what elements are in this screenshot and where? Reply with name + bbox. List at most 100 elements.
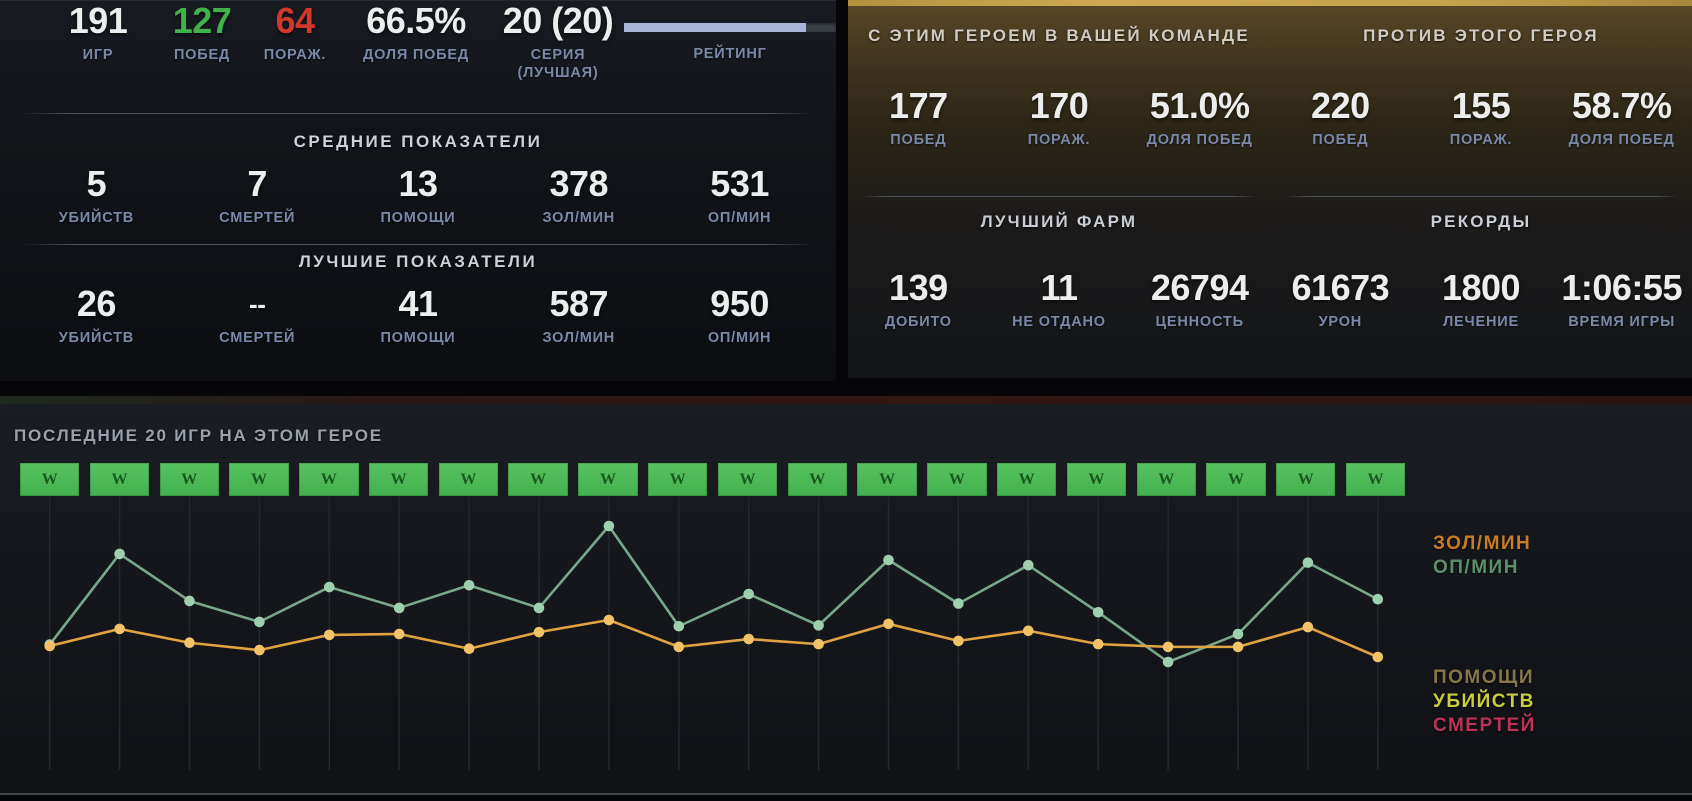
match-result-box[interactable]: W bbox=[438, 463, 499, 496]
stat-damage: 61673 УРОН bbox=[1270, 268, 1411, 331]
match-result-box[interactable]: W bbox=[20, 463, 80, 496]
chart-point-gpm[interactable] bbox=[1092, 638, 1104, 650]
match-result-box[interactable]: W bbox=[857, 463, 917, 496]
chart-point-gpm[interactable] bbox=[114, 623, 125, 635]
match-result-box[interactable]: W bbox=[368, 463, 429, 496]
match-result-box[interactable]: W bbox=[229, 463, 289, 496]
chart-point-gpm[interactable] bbox=[1372, 651, 1384, 663]
stat-games: 191 ИГР bbox=[42, 1, 154, 82]
chart-point-gpm[interactable] bbox=[1302, 621, 1314, 633]
stat-value: 378 bbox=[549, 163, 609, 204]
stat-avg-deaths: 7 СМЕРТЕЙ bbox=[177, 164, 338, 227]
chart-point-gpm[interactable] bbox=[184, 637, 195, 649]
stat-value: 531 bbox=[710, 163, 769, 204]
match-result-box[interactable]: W bbox=[89, 463, 150, 496]
chart-point-xpm[interactable] bbox=[114, 548, 125, 560]
stat-value: 26794 bbox=[1150, 267, 1249, 308]
legend-gpm: ЗОЛ/МИН bbox=[1433, 533, 1532, 554]
chart-point-xpm[interactable] bbox=[1372, 593, 1384, 605]
match-result-box[interactable]: W bbox=[508, 463, 568, 496]
legend-deaths: СМЕРТЕЙ bbox=[1433, 715, 1536, 736]
matchup-stats-row: 177 ПОБЕД 170 ПОРАЖ. 51.0% ДОЛЯ ПОБЕД 22… bbox=[848, 86, 1692, 149]
stat-label: ПОРАЖ. bbox=[1027, 132, 1091, 148]
chart-legend-secondary: ПОМОЩИ УБИЙСТВ СМЕРТЕЙ bbox=[1433, 666, 1536, 738]
stat-value: 950 bbox=[710, 283, 769, 324]
divider bbox=[22, 244, 814, 245]
stat-avg-xpm: 531 ОП/МИН bbox=[659, 164, 820, 227]
chart-point-xpm[interactable] bbox=[813, 620, 824, 631]
chart-point-xpm[interactable] bbox=[1302, 557, 1314, 568]
stat-value: 13 bbox=[398, 163, 438, 204]
stat-label: ПОРАЖ. bbox=[263, 47, 327, 63]
stat-label: НЕ ОТДАНО bbox=[1012, 314, 1106, 330]
stat-best-kills: 26 УБИЙСТВ bbox=[16, 284, 177, 347]
stat-value: 66.5% bbox=[366, 0, 466, 41]
chart-point-xpm[interactable] bbox=[673, 620, 685, 632]
chart-point-gpm[interactable] bbox=[743, 633, 754, 645]
stat-value: 41 bbox=[398, 283, 438, 324]
match-result-box[interactable]: W bbox=[578, 463, 638, 496]
chart-legend-primary: ЗОЛ/МИН ОП/МИН bbox=[1433, 532, 1531, 580]
stat-enemy-winrate: 58.7% ДОЛЯ ПОБЕД bbox=[1551, 86, 1692, 149]
chart-point-gpm[interactable] bbox=[1232, 641, 1244, 653]
chart-point-xpm[interactable] bbox=[743, 588, 754, 600]
stat-label: ДОЛЯ ПОБЕД bbox=[363, 47, 469, 63]
stat-value: 177 bbox=[889, 85, 948, 126]
chart-point-gpm[interactable] bbox=[813, 638, 824, 650]
match-result-box[interactable]: W bbox=[1066, 463, 1127, 496]
chart-point-gpm[interactable] bbox=[393, 628, 405, 640]
chart-point-xpm[interactable] bbox=[533, 602, 545, 614]
stat-ally-losses: 170 ПОРАЖ. bbox=[989, 86, 1130, 149]
chart-point-xpm[interactable] bbox=[603, 520, 615, 532]
averages-title: СРЕДНИЕ ПОКАЗАТЕЛИ bbox=[293, 132, 543, 151]
chart-point-gpm[interactable] bbox=[44, 640, 55, 652]
chart-point-xpm[interactable] bbox=[324, 581, 335, 593]
records-stats: 61673 УРОН 1800 ЛЕЧЕНИЕ 1:06:55 ВРЕМЯ ИГ… bbox=[1270, 268, 1692, 331]
chart-point-xpm[interactable] bbox=[1092, 607, 1104, 618]
stat-value: 1800 bbox=[1441, 267, 1521, 308]
chart-point-xpm[interactable] bbox=[953, 598, 964, 609]
chart-point-gpm[interactable] bbox=[1023, 625, 1034, 637]
stat-value: 170 bbox=[1029, 85, 1089, 126]
chart-point-xpm[interactable] bbox=[463, 579, 475, 591]
match-result-box[interactable]: W bbox=[717, 463, 778, 496]
bests-title: ЛУЧШИЕ ПОКАЗАТЕЛИ bbox=[298, 252, 538, 271]
chart-point-xpm[interactable] bbox=[184, 595, 195, 607]
match-result-box[interactable]: W bbox=[648, 463, 708, 496]
match-result-box[interactable]: W bbox=[787, 463, 847, 496]
match-result-box[interactable]: W bbox=[996, 463, 1057, 496]
chart-point-xpm[interactable] bbox=[393, 602, 405, 614]
match-result-box[interactable]: W bbox=[1276, 463, 1336, 496]
overview-row: 191 ИГР 127 ПОБЕД 64 ПОРАЖ. 66.5% ДОЛЯ П… bbox=[42, 1, 836, 82]
stat-value: 20 (20) bbox=[502, 0, 614, 41]
chart-point-gpm[interactable] bbox=[883, 618, 894, 630]
chart-point-gpm[interactable] bbox=[673, 641, 685, 653]
gold-accent-bar bbox=[848, 0, 1692, 6]
chart-point-xpm[interactable] bbox=[883, 554, 894, 566]
match-result-box[interactable]: W bbox=[299, 463, 359, 496]
chart-point-gpm[interactable] bbox=[953, 635, 964, 647]
match-result-box[interactable]: W bbox=[159, 463, 219, 496]
chart-point-gpm[interactable] bbox=[324, 629, 335, 641]
farm-records-stats-row: 139 ДОБИТО 11 НЕ ОТДАНО 26794 ЦЕННОСТЬ 6… bbox=[848, 268, 1692, 331]
match-result-box[interactable]: W bbox=[1206, 463, 1266, 496]
stat-label: ОП/МИН bbox=[707, 210, 772, 226]
match-result-box[interactable]: W bbox=[1345, 463, 1406, 496]
chart-point-gpm[interactable] bbox=[603, 614, 615, 626]
stat-value: 61673 bbox=[1291, 267, 1390, 308]
chart-point-xpm[interactable] bbox=[1232, 628, 1244, 640]
match-result-box[interactable]: W bbox=[927, 463, 987, 496]
ally-title: С ЭТИМ ГЕРОЕМ В ВАШЕЙ КОМАНДЕ bbox=[868, 26, 1250, 45]
match-result-box[interactable]: W bbox=[1136, 463, 1196, 496]
chart-point-gpm[interactable] bbox=[463, 643, 475, 655]
chart-point-gpm[interactable] bbox=[533, 626, 545, 638]
chart-point-xpm[interactable] bbox=[1023, 559, 1034, 571]
chart-point-gpm[interactable] bbox=[1162, 641, 1174, 653]
chart-point-xpm[interactable] bbox=[1162, 656, 1174, 668]
stat-value: 7 bbox=[247, 163, 267, 204]
chart-point-xpm[interactable] bbox=[254, 616, 265, 628]
stat-label: ЦЕННОСТЬ bbox=[1155, 314, 1244, 330]
ally-stats: 177 ПОБЕД 170 ПОРАЖ. 51.0% ДОЛЯ ПОБЕД bbox=[848, 86, 1270, 149]
divider bbox=[22, 113, 814, 114]
chart-point-gpm[interactable] bbox=[254, 644, 265, 656]
